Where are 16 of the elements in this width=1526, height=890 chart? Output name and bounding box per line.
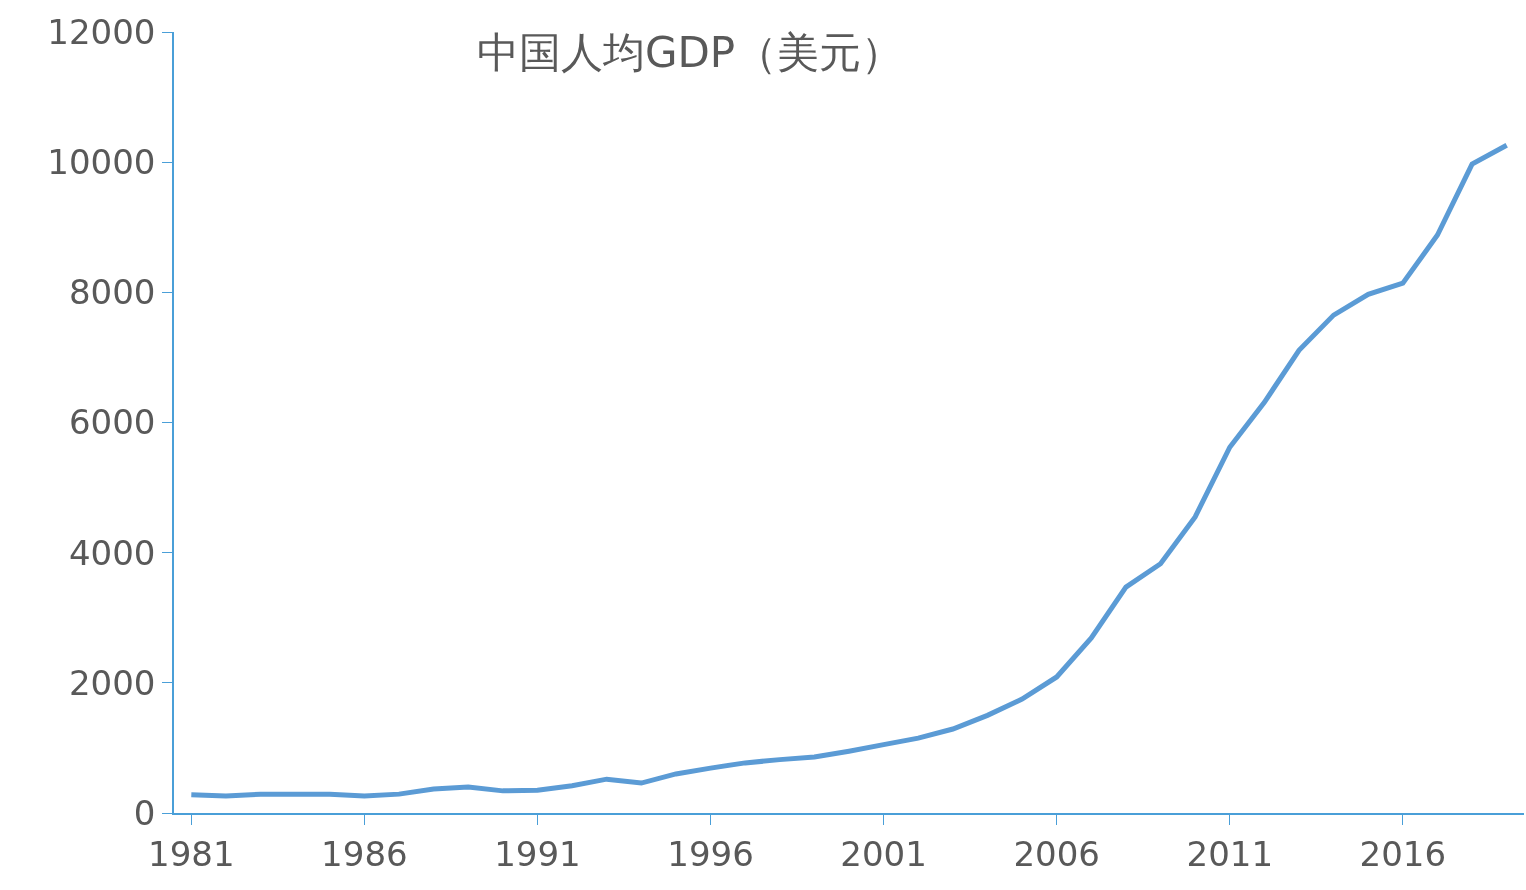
x-tick-label: 2006 [1013,833,1100,874]
x-tick-label: 1996 [667,833,754,874]
y-tick-label: 6000 [68,402,156,443]
x-tick-label: 1981 [148,833,235,874]
x-tick-label: 1991 [494,833,581,874]
x-tick-label: 2001 [840,833,927,874]
y-tick-label: 12000 [47,11,156,52]
y-tick-label: 8000 [68,272,156,313]
y-tick-label: 2000 [68,662,156,703]
y-tick-label: 10000 [47,142,156,183]
y-tick-label: 4000 [68,532,156,573]
chart-title: 中国人均GDP（美元） [476,27,904,77]
x-tick-label: 2011 [1186,833,1274,874]
y-tick-label: 0 [133,792,156,833]
x-tick-label: 1986 [321,833,408,874]
x-tick-label: 2016 [1359,833,1447,874]
